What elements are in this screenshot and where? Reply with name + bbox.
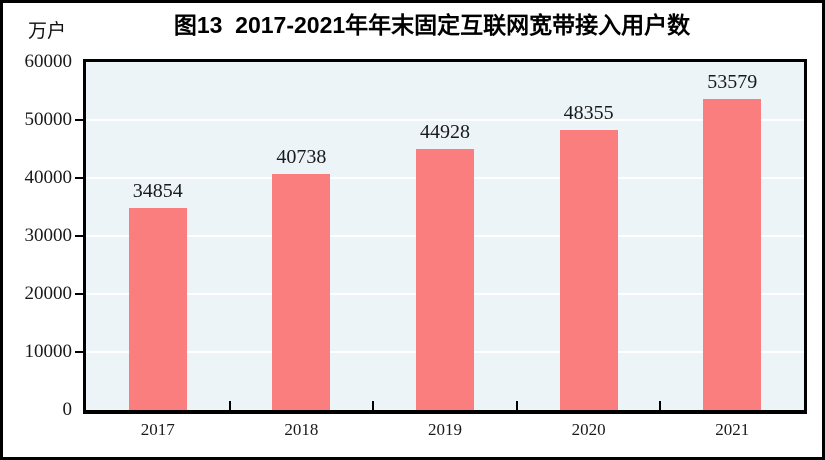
y-axis-tick-20000 (75, 293, 83, 295)
bar-2017 (128, 207, 187, 410)
x-axis-label-2020: 2020 (571, 420, 606, 439)
plot-area: 34854 40738 44928 48355 53579 (83, 59, 807, 414)
y-axis-label-50000: 50000 (24, 109, 73, 130)
y-axis-tick-40000 (75, 177, 83, 179)
y-axis-label-20000: 20000 (24, 283, 73, 304)
gridline-50000 (86, 119, 804, 121)
y-axis-label-30000: 30000 (24, 225, 73, 246)
y-axis-tick-10000 (75, 351, 83, 353)
y-axis-label-40000: 40000 (24, 167, 73, 188)
x-axis-tick-3 (515, 401, 518, 410)
x-axis-tick-1 (228, 401, 231, 410)
bar-2021 (703, 99, 762, 410)
bar-2019 (416, 149, 474, 410)
x-axis-label-2021: 2021 (715, 420, 750, 439)
x-axis-tick-2 (372, 401, 375, 410)
y-axis-label-0: 0 (62, 399, 73, 420)
bar-value-label-2021: 53579 (707, 71, 758, 94)
bar-value-label-2017: 34854 (132, 179, 183, 202)
y-axis-tick-30000 (75, 235, 83, 237)
bar-value-label-2018: 40738 (276, 145, 327, 168)
bar-2020 (559, 129, 618, 410)
y-axis-unit-label: 万户 (28, 21, 67, 42)
bar-2018 (272, 173, 331, 410)
y-axis-label-10000: 10000 (24, 341, 73, 362)
x-axis-label-2019: 2019 (428, 420, 462, 439)
y-axis-tick-50000 (75, 119, 83, 121)
x-axis-label-2018: 2018 (284, 420, 319, 439)
x-axis-label-2017: 2017 (140, 420, 175, 439)
y-axis-label-60000: 60000 (24, 51, 73, 72)
bar-value-label-2020: 48355 (563, 101, 614, 124)
chart-title: 图13 2017-2021年年末固定互联网宽带接入用户数 (173, 12, 691, 38)
x-axis-tick-4 (659, 401, 662, 410)
bar-value-label-2019: 44928 (420, 121, 470, 144)
